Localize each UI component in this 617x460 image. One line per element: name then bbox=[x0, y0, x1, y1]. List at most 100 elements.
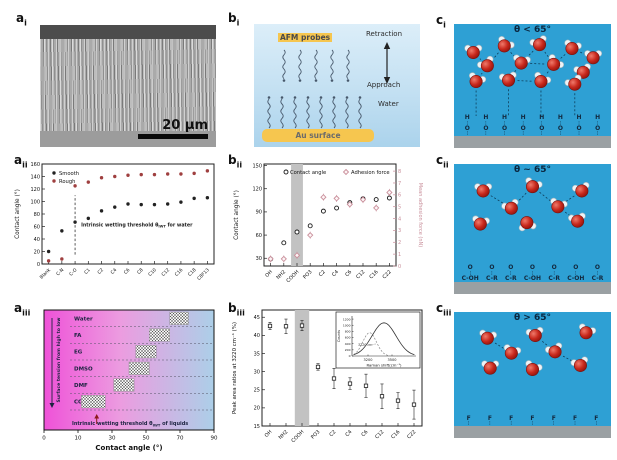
inset-y-tick-label: 400 bbox=[345, 342, 351, 346]
x-tick-label: 90 bbox=[211, 436, 218, 442]
inset-raman-spectrum bbox=[335, 311, 421, 369]
left-y-tick-label: 120 bbox=[252, 187, 262, 193]
oxygen-atom bbox=[575, 184, 589, 198]
oxygen-atom bbox=[480, 331, 494, 345]
panel-label-c-i: ci bbox=[436, 14, 446, 29]
right-y-tick-label: 1 bbox=[398, 252, 401, 258]
hydrogen-bond bbox=[562, 355, 573, 362]
threshold-range-block bbox=[149, 328, 170, 342]
threshold-annotation: Intrinsic wetting threshold θIWT of liqu… bbox=[72, 421, 188, 427]
threshold-range-block bbox=[135, 345, 157, 359]
data-point bbox=[113, 174, 117, 179]
y-tick-label: 120 bbox=[30, 187, 40, 193]
liquid-label: EG bbox=[74, 350, 83, 356]
x-tick-label: COOH bbox=[290, 429, 305, 444]
water-molecule bbox=[477, 55, 494, 73]
highlight-band bbox=[294, 310, 310, 426]
panel-label-a-iii: aiii bbox=[14, 302, 30, 317]
y-tick-label: 20 bbox=[34, 249, 40, 255]
x-tick-label: PO3 bbox=[310, 429, 321, 440]
water-structure-hydrophobic: θ > 65° F ¦ F ¦ F ¦ F ¦ F ¦ F ¦ F ¦ bbox=[454, 312, 611, 438]
data-point bbox=[205, 169, 210, 173]
functional-group: H ¦ O ¦ bbox=[557, 114, 563, 136]
contact-angle-point bbox=[334, 205, 340, 211]
water-molecules-drawing bbox=[472, 177, 590, 232]
right-y-axis-label: Mean adhesion force (nN) bbox=[417, 183, 423, 248]
substrate-strip bbox=[454, 136, 611, 148]
contact-angle-point bbox=[281, 240, 287, 246]
probe-molecule-chain bbox=[314, 49, 318, 80]
contact-angle-point bbox=[307, 223, 313, 229]
data-point bbox=[86, 180, 91, 184]
data-point bbox=[73, 184, 77, 188]
functional-group: H ¦ O ¦ bbox=[520, 114, 526, 136]
water-molecule bbox=[550, 197, 568, 214]
functional-group: H ¦ O ¦ bbox=[464, 114, 470, 136]
inset-x-axis-label: Raman shift(cm⁻¹) bbox=[367, 363, 403, 368]
data-point bbox=[192, 171, 196, 176]
x-tick-label: C8 bbox=[136, 267, 145, 276]
afm-schematic-drawing bbox=[267, 42, 391, 129]
hydrogen-bond bbox=[494, 342, 504, 349]
data-point bbox=[46, 249, 51, 254]
panel-label-a-ii: aii bbox=[14, 154, 28, 169]
water-molecule bbox=[481, 360, 500, 375]
afm-schematic: AFM probes Retraction Approach Water Au … bbox=[254, 24, 420, 147]
hydrogen-bond bbox=[560, 54, 566, 59]
threshold-range-block bbox=[81, 395, 106, 409]
data-point bbox=[139, 202, 143, 207]
oxygen-atom bbox=[497, 39, 511, 53]
data-point bbox=[126, 173, 130, 177]
adhesion-force-point bbox=[346, 201, 353, 208]
left-y-tick-label: 90 bbox=[256, 210, 262, 216]
hydrogen-bond bbox=[580, 51, 586, 55]
water-molecule bbox=[545, 342, 563, 359]
scale-bar: 20 μm bbox=[138, 118, 208, 139]
surface-functional-groups: H ¦ O ¦ H ¦ O ¦ H ¦ O ¦ H ¦ O ¦ H ¦ O ¦ H ¦ O ¦ H ¦ O ¦ H ¦ O ¦ bbox=[458, 115, 607, 136]
data-point bbox=[99, 176, 104, 180]
water-molecule bbox=[497, 36, 515, 53]
adhesion-force-point bbox=[333, 195, 340, 202]
x-tick-label: C2 bbox=[318, 269, 327, 278]
water-molecules-drawing bbox=[479, 323, 597, 377]
surface-molecule-chain bbox=[280, 98, 284, 129]
water-molecule bbox=[570, 356, 589, 372]
threshold-range-block bbox=[128, 361, 150, 375]
adhesion-force-point bbox=[293, 252, 301, 259]
panel-label-b-iii: biii bbox=[228, 302, 245, 317]
sem-micrograph: 20 μm bbox=[40, 25, 216, 147]
oxygen-atom bbox=[565, 42, 579, 56]
functional-group: O ¦ C-R bbox=[504, 264, 517, 282]
panel-label-a-i: ai bbox=[16, 12, 27, 27]
x-tick-label: C22 bbox=[382, 269, 393, 280]
functional-group: F ¦ bbox=[466, 414, 471, 426]
threshold-range-block bbox=[169, 311, 189, 325]
inset-x-tick-label: 3200 bbox=[364, 358, 373, 362]
x-tick-label: 70 bbox=[177, 436, 184, 442]
panel-label-base: a bbox=[14, 153, 23, 167]
scale-bar-label: 20 μm bbox=[162, 118, 208, 133]
x-tick-label: Blank bbox=[39, 267, 53, 281]
contact-angle-point bbox=[320, 208, 326, 214]
panel-c-iii: ciii θ > 65° F ¦ F ¦ F ¦ F ¦ F ¦ F ¦ F ¦ bbox=[434, 298, 615, 460]
contact-angle-regime-title: θ > 65° bbox=[513, 313, 551, 323]
panel-label-sub: iii bbox=[236, 308, 245, 318]
x-tick-label: C-O bbox=[68, 267, 79, 278]
water-structure-hydrophilic: θ < 65° H ¦ O ¦ H ¦ O ¦ H ¦ O ¦ H ¦ O ¦ H ¦ O ¦ H ¦ O ¦ H ¦ O ¦ H ¦ O ¦ bbox=[454, 24, 611, 148]
panel-a-iii: aiii WaterFAEGDMSODMFCCl4Surface tension… bbox=[8, 298, 222, 460]
water-molecule bbox=[572, 181, 590, 198]
panel-label-sub: i bbox=[443, 20, 446, 30]
data-point bbox=[363, 383, 369, 388]
x-axis-label: Contact angle (°) bbox=[95, 444, 162, 452]
water-molecule bbox=[503, 344, 522, 360]
hydrogen-bond bbox=[539, 191, 552, 202]
water-molecule bbox=[584, 50, 603, 65]
panel-label-base: c bbox=[436, 301, 444, 315]
data-point bbox=[139, 172, 143, 177]
inset-x-tick-label: 3500 bbox=[388, 358, 397, 362]
panel-label-sub: iii bbox=[443, 308, 452, 318]
threshold-range-block bbox=[113, 378, 135, 392]
functional-group: F ¦ bbox=[551, 414, 556, 426]
water-structure-intermediate: θ ~ 65° O ¦ C-OH O ¦ C-R O ¦ C-R O ¦ C-OH O ¦ C-R O ¦ C-O… bbox=[454, 164, 611, 294]
